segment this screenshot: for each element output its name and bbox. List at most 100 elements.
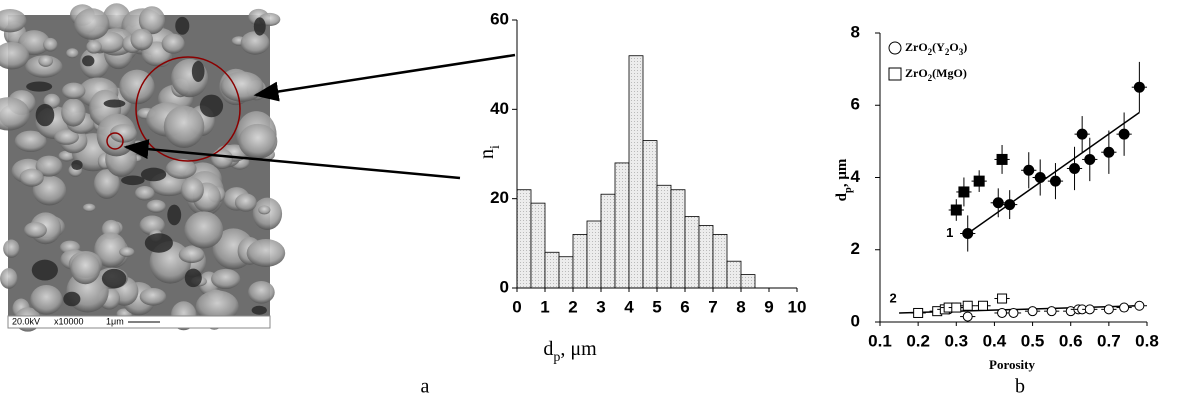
- point: [962, 227, 974, 239]
- grain: [38, 55, 53, 67]
- grain: [165, 158, 197, 179]
- bar: [670, 189, 686, 289]
- axis-label: dp, μm: [834, 158, 853, 201]
- pore: [191, 60, 205, 82]
- legend-label: ZrO2(MgO): [905, 66, 967, 83]
- point: [1084, 153, 1096, 165]
- grain: [19, 168, 44, 187]
- axis-label: Porosity: [989, 357, 1035, 372]
- grain: [79, 47, 110, 79]
- grain: [61, 82, 86, 100]
- point: [1027, 306, 1038, 317]
- x-tick-label: 3: [596, 297, 605, 316]
- pore: [175, 16, 190, 35]
- grain: [30, 284, 63, 315]
- point: [1023, 164, 1035, 176]
- fit-label: 2: [889, 290, 896, 305]
- grain: [54, 129, 79, 145]
- fit-line: [967, 111, 1140, 235]
- axis-label: ni: [476, 145, 503, 159]
- point: [1084, 304, 1095, 315]
- axis-label-part: , μm: [834, 158, 850, 187]
- x-tick-label: 6: [680, 297, 689, 316]
- point: [1069, 162, 1081, 174]
- axis-label-part: p: [843, 187, 854, 193]
- bar: [516, 189, 532, 289]
- grain: [35, 155, 63, 177]
- grain: [180, 177, 204, 203]
- highlight-circle: [135, 56, 241, 162]
- y-tick-label: 0: [851, 311, 860, 330]
- x-tick-label: 1: [540, 297, 549, 316]
- y-tick-label: 20: [490, 188, 509, 207]
- bar: [656, 184, 672, 289]
- grain: [94, 232, 127, 268]
- bar: [586, 220, 602, 289]
- bar: [558, 256, 574, 289]
- point: [1004, 199, 1016, 211]
- grain: [66, 48, 79, 59]
- grain: [246, 239, 286, 267]
- grain: [248, 280, 275, 304]
- point: [958, 186, 970, 198]
- grain: [195, 290, 239, 323]
- y-tick-label: 8: [851, 22, 860, 41]
- grain: [134, 186, 155, 201]
- point: [1119, 302, 1130, 313]
- scale-text: 20.0kV: [12, 316, 40, 326]
- point: [1103, 304, 1114, 315]
- point: [950, 204, 962, 216]
- y-tick-label: 60: [490, 9, 509, 28]
- pore: [253, 17, 266, 36]
- x-tick-label: 0: [512, 297, 521, 316]
- x-tick-label: 5: [652, 297, 661, 316]
- grain: [61, 98, 86, 127]
- panel-label: b: [1015, 376, 1025, 398]
- x-tick-label: 9: [764, 297, 773, 316]
- point: [997, 307, 1008, 318]
- grain: [240, 31, 270, 55]
- bar: [572, 233, 588, 289]
- grain: [86, 40, 102, 54]
- bar: [600, 193, 616, 289]
- x-tick-label: 0.5: [1021, 331, 1045, 350]
- bar: [712, 233, 728, 289]
- axis-label: dp, μm: [543, 338, 597, 365]
- point: [1046, 306, 1057, 317]
- x-tick-label: 0.7: [1097, 331, 1121, 350]
- bar: [642, 140, 658, 289]
- y-tick-label: 0: [500, 277, 509, 296]
- grain: [139, 287, 167, 306]
- bar: [698, 225, 714, 289]
- scale-text: x10000: [54, 316, 84, 326]
- x-tick-label: 0.3: [944, 331, 968, 350]
- axis-label-part: n: [476, 149, 498, 159]
- axis-label-part: p: [553, 350, 560, 365]
- axis-label-part: d: [543, 338, 553, 360]
- x-tick-label: 0.1: [868, 331, 892, 350]
- x-tick-label: 0.2: [906, 331, 930, 350]
- grain: [138, 6, 166, 35]
- arrow: [123, 139, 461, 180]
- axis-label-part: , μm: [560, 338, 597, 360]
- y-tick-label: 2: [851, 239, 860, 258]
- point: [951, 302, 962, 313]
- grain: [234, 193, 257, 212]
- point: [1008, 307, 1019, 318]
- pore: [35, 103, 55, 127]
- y-tick-label: 4: [851, 167, 861, 186]
- bar: [628, 55, 644, 289]
- grain: [74, 8, 110, 40]
- grain: [70, 252, 101, 285]
- sem-image: 20.0kV x10000 1μm: [0, 3, 286, 332]
- x-tick-label: 7: [708, 297, 717, 316]
- grain: [258, 205, 271, 215]
- x-tick-label: 8: [736, 297, 745, 316]
- legend-marker: [888, 67, 902, 81]
- bar: [530, 202, 546, 289]
- grain: [0, 268, 18, 289]
- axis-label-part: i: [488, 145, 503, 149]
- pore: [63, 291, 81, 307]
- point: [977, 300, 988, 311]
- pore: [199, 94, 224, 118]
